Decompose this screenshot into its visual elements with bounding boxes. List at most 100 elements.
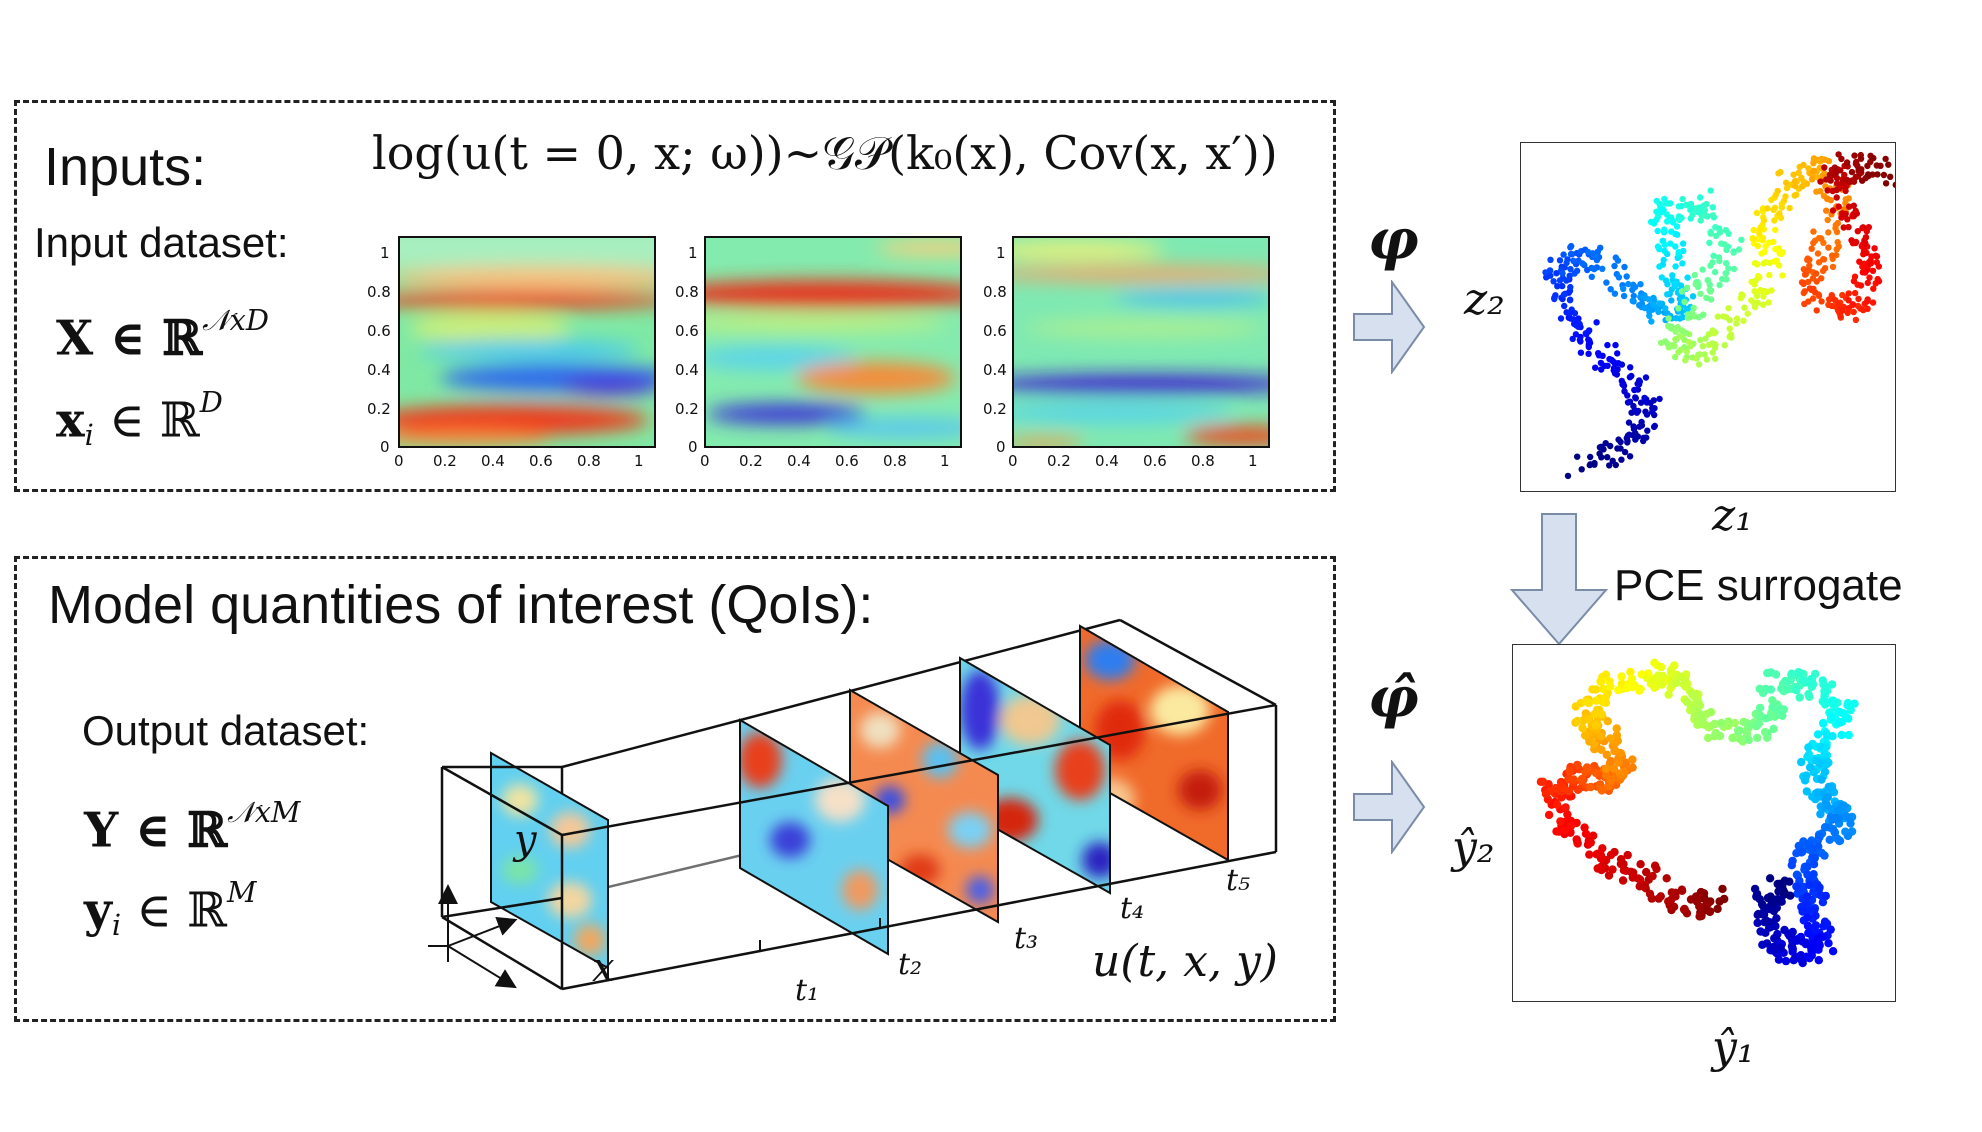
scatter-point (1802, 771, 1811, 780)
scatter-point (1585, 850, 1594, 859)
scatter-point (1775, 944, 1785, 953)
scatter-point (1560, 291, 1568, 298)
pce-surrogate-label: PCE surrogate (1614, 561, 1903, 610)
scatter-point (1684, 274, 1691, 281)
scatter-point (1577, 774, 1587, 784)
scatter-point (1802, 892, 1812, 901)
scatter-point (1580, 731, 1590, 740)
inputs-title: Inputs: (44, 137, 207, 197)
input-field-heatmap-2 (704, 236, 962, 448)
heatmap1-xtick-5: 0.8 (577, 452, 601, 470)
scatter-point (1805, 763, 1815, 772)
scatter-point (1712, 232, 1720, 240)
scatter-point (1730, 718, 1739, 728)
scatter-point (1790, 171, 1797, 178)
scatter-point (1672, 328, 1679, 335)
scatter-point (1795, 169, 1802, 176)
scatter-point (1751, 288, 1758, 295)
scatter-point (1760, 293, 1767, 300)
scatter-point (1864, 162, 1871, 170)
scatter-point (1611, 360, 1619, 367)
scatter-point (1611, 290, 1619, 297)
scatter-point (1679, 260, 1686, 267)
scatter-point (1596, 862, 1606, 872)
scatter-point (1679, 195, 1686, 203)
scatter-point (1730, 248, 1737, 255)
scatter-point (1801, 938, 1811, 947)
scatter-point (1757, 900, 1767, 909)
scatter-point (1766, 668, 1776, 677)
scatter-point (1761, 259, 1769, 266)
scatter-point (1778, 204, 1785, 211)
scatter-point (1635, 407, 1642, 415)
scatter-point (1606, 682, 1615, 691)
scatter-point (1763, 893, 1773, 903)
heatmap-1-image (400, 238, 654, 446)
scatter-point (1702, 335, 1709, 342)
scatter-point (1606, 355, 1613, 363)
scatter-point (1865, 224, 1872, 231)
scatter-point (1645, 296, 1653, 303)
scatter-point (1852, 173, 1859, 181)
output-dataset-label: Output dataset: (82, 707, 370, 754)
scatter-point (1770, 238, 1777, 246)
scatter-point (1808, 176, 1816, 183)
scatter-point (1569, 335, 1576, 343)
scatter-point (1815, 759, 1824, 768)
scatter-point (1835, 718, 1844, 727)
scatter-point (1601, 764, 1611, 773)
scatter-point (1846, 203, 1853, 210)
scatter-point (1806, 285, 1814, 292)
scatter-point (1679, 240, 1687, 247)
heatmap3-xtick-1: 0 (1008, 452, 1018, 470)
scatter-point (1577, 349, 1585, 356)
scatter-point (1762, 939, 1772, 948)
scatter-point (1832, 170, 1839, 177)
scatter-point (1586, 339, 1594, 347)
scatter-point (1653, 208, 1660, 215)
scatter-point (1807, 844, 1817, 853)
scatter-point (1695, 912, 1704, 921)
scatter-point (1885, 161, 1892, 168)
scatter-point (1834, 307, 1842, 314)
scatter-point (1635, 882, 1644, 891)
scatter-point (1870, 154, 1877, 162)
input-eq-xi-sub: i (84, 418, 94, 453)
scatter-point (1662, 305, 1669, 312)
scatter-point (1811, 921, 1821, 930)
scatter-point (1671, 280, 1678, 288)
scatter-point (1833, 186, 1840, 194)
scatter-point (1692, 281, 1699, 288)
output-eq-yi: yi ∈ ℝM (84, 878, 257, 940)
pce-down-arrow-icon (1510, 513, 1609, 646)
scatter-point (1810, 239, 1817, 247)
scatter-point (1848, 168, 1856, 176)
scatter-point (1863, 249, 1870, 257)
scatter-point (1763, 729, 1772, 738)
scatter-point (1637, 399, 1645, 406)
scatter-point (1803, 862, 1812, 872)
scatter-point (1716, 257, 1723, 265)
outputs-title: Model quantities of interest (QoIs): (48, 575, 874, 635)
scatter-point (1712, 355, 1719, 362)
scatter-point (1765, 299, 1772, 306)
scatter-point (1672, 243, 1679, 250)
scatter-point (1657, 680, 1666, 689)
scatter-point (1740, 317, 1747, 324)
scatter-point (1710, 719, 1719, 729)
scatter-point (1703, 200, 1710, 208)
time-label-t4: t₄ (1120, 891, 1145, 926)
scatter-point (1590, 251, 1597, 259)
scatter-point (1663, 211, 1671, 218)
scatter-point (1689, 211, 1696, 218)
scatter-point (1564, 786, 1574, 796)
scatter-point (1709, 212, 1717, 219)
scatter-point (1570, 257, 1577, 264)
scatter-point (1567, 265, 1574, 273)
scatter-point (1654, 227, 1661, 235)
scatter-point (1815, 941, 1824, 950)
scatter-point (1597, 745, 1606, 754)
scatter-point (1578, 466, 1585, 473)
scatter-point (1748, 297, 1755, 304)
scatter-point (1581, 697, 1591, 706)
